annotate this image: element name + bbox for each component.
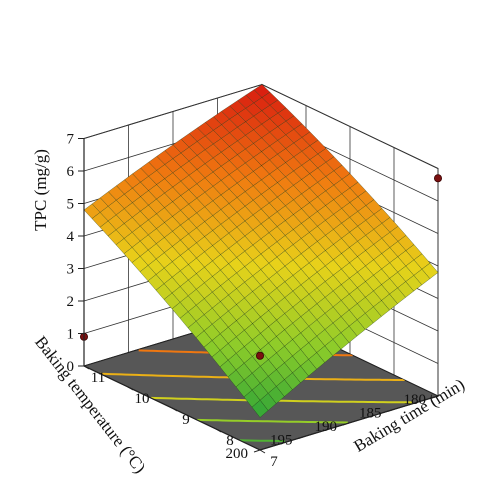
temperature-tick-label: 185	[359, 406, 382, 422]
z-tick-label: 2	[67, 294, 75, 310]
time-axis-tick-labels: 7 8 9 10 11	[83, 365, 278, 470]
z-tick-label: 6	[67, 164, 75, 180]
design-point	[433, 174, 442, 183]
z-tick-label: 7	[67, 132, 75, 148]
z-tick-label: 5	[67, 197, 75, 213]
z-tick-label: 3	[67, 262, 75, 278]
time-tick-mark	[259, 449, 266, 454]
temperature-tick-label: 195	[270, 433, 293, 449]
contour-line	[196, 418, 348, 424]
temperature-tick-label: 190	[315, 419, 338, 435]
surface-cell	[251, 399, 269, 418]
temperature-tick-mark	[342, 422, 350, 426]
time-tick-label: 8	[226, 433, 234, 449]
time-tick-label: 11	[91, 370, 105, 386]
time-tick-mark	[171, 407, 178, 412]
temperature-tick-mark	[387, 409, 394, 412]
response-surface	[83, 84, 439, 418]
z-tick-label: 0	[67, 359, 75, 375]
z-tick-label: 4	[67, 229, 75, 245]
temperature-tick-mark	[298, 436, 305, 439]
time-tick-label: 10	[135, 391, 150, 407]
time-tick-label: 9	[182, 412, 190, 428]
z-axis-label: TPC (mg/g)	[31, 149, 50, 231]
temperature-tick-mark	[431, 395, 439, 399]
temperature-tick-label: 200	[226, 446, 249, 462]
contour-line	[150, 396, 413, 404]
design-point	[255, 351, 264, 360]
z-axis-tick-labels: 0 1 2 3 4 5 6 7	[67, 132, 84, 375]
time-tick-label: 7	[270, 454, 278, 470]
time-tick-mark	[83, 365, 90, 370]
design-points-front	[255, 174, 442, 360]
time-tick-mark	[215, 428, 222, 433]
z-tick-label: 1	[67, 327, 75, 343]
contour-line	[239, 439, 286, 443]
time-tick-mark	[127, 386, 134, 391]
temperature-axis-tick-labels: 180 185 190 195 200	[226, 392, 439, 462]
temperature-tick-mark	[253, 449, 261, 453]
temperature-tick-label: 180	[404, 392, 427, 408]
